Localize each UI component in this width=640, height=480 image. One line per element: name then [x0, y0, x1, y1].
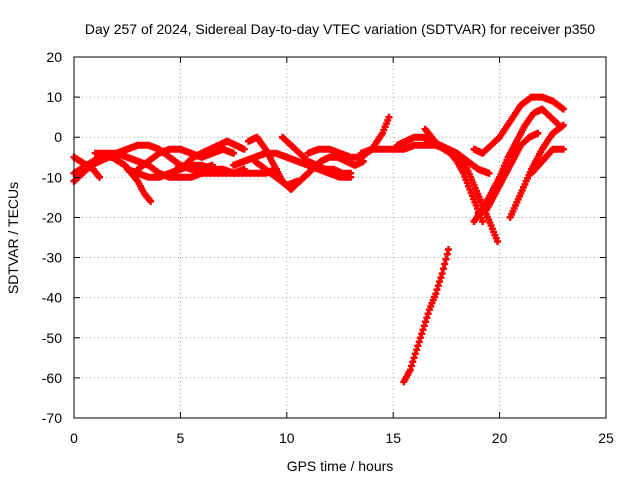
x-axis-label: GPS time / hours: [287, 458, 394, 474]
series-sat-08: [172, 137, 248, 173]
chart-title: Day 257 of 2024, Sidereal Day-to-day VTE…: [85, 21, 595, 37]
x-tick-label: 25: [598, 430, 614, 446]
data-series: [70, 93, 567, 386]
series-sat-17: [421, 125, 487, 225]
series-sat-12: [279, 133, 355, 177]
axis-ticks: 20 10 0 -10 -20 -30 -40 -50 -60 -70 0 5 10 15 20 25: [42, 49, 614, 446]
x-tick-label: 5: [177, 430, 185, 446]
y-tick-label: -10: [42, 169, 62, 185]
x-tick-label: 10: [279, 430, 295, 446]
series-sat-22: [506, 121, 567, 221]
series-sat-23: [528, 145, 567, 177]
y-tick-label: 0: [54, 129, 62, 145]
series-sat-18: [400, 246, 452, 386]
series-sat-15: [357, 141, 493, 177]
x-tick-label: 0: [70, 430, 78, 446]
y-tick-label: -70: [42, 410, 62, 426]
y-tick-label: 10: [46, 89, 62, 105]
y-tick-label: -40: [42, 290, 62, 306]
series-sat-13: [300, 153, 367, 181]
grid: [74, 57, 606, 418]
series-sat-21: [474, 129, 542, 217]
series-sat-20: [470, 93, 567, 157]
y-tick-label: -30: [42, 250, 62, 266]
y-tick-label: -50: [42, 330, 62, 346]
series-sat-11: [251, 157, 301, 189]
y-axis-label: SDTVAR / TECUs: [5, 182, 21, 294]
y-tick-label: -60: [42, 370, 62, 386]
y-tick-label: 20: [46, 49, 62, 65]
series-sat-14: [304, 113, 393, 161]
x-tick-label: 20: [492, 430, 508, 446]
x-tick-label: 15: [385, 430, 401, 446]
y-tick-label: -20: [42, 209, 62, 225]
plot-frame: [73, 56, 607, 419]
